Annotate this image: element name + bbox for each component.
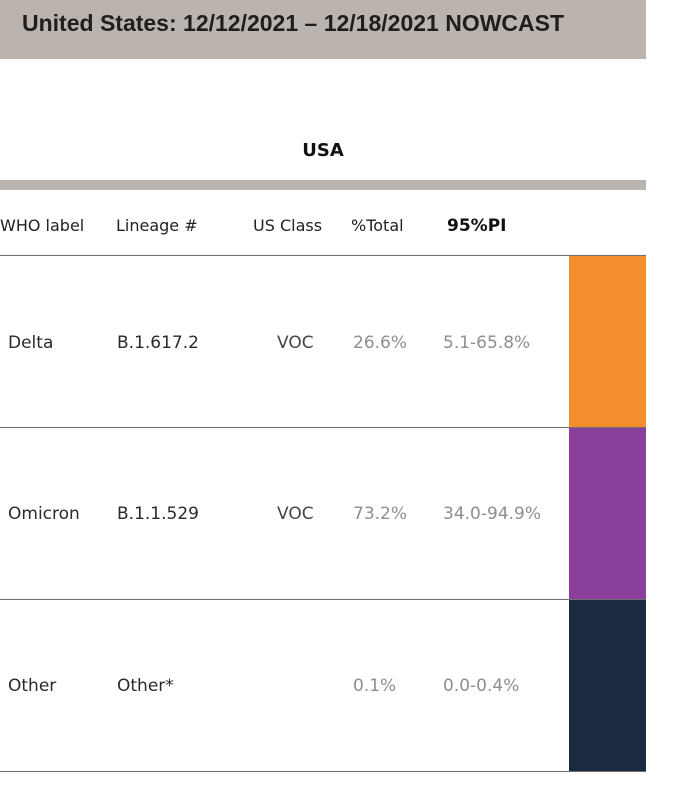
column-header-who-label: WHO label: [0, 216, 85, 235]
cell-lineage: Other*: [117, 676, 174, 696]
region-divider-bar: [0, 180, 646, 190]
cell-95pi: 34.0-94.9%: [443, 504, 541, 524]
delta-color-swatch: [569, 256, 646, 427]
chart-title: United States: 12/12/2021 – 12/18/2021 N…: [22, 10, 565, 36]
cell-who-label: Other: [8, 676, 57, 696]
cell-who-label: Omicron: [8, 504, 80, 524]
cell-lineage: B.1.617.2: [117, 333, 199, 353]
column-header-us-class: US Class: [253, 216, 323, 235]
row-divider-line: [0, 427, 646, 428]
column-header-95pi: 95%PI: [447, 216, 507, 236]
cell-lineage: B.1.1.529: [117, 504, 199, 524]
omicron-color-swatch: [569, 428, 646, 599]
table-bottom-line: [0, 771, 646, 772]
column-header-pct-total: %Total: [351, 216, 404, 235]
header-divider-line: [0, 255, 646, 256]
column-header-lineage: Lineage #: [116, 216, 198, 235]
other-color-swatch: [569, 600, 646, 771]
cell-95pi: 0.0-0.4%: [443, 676, 520, 696]
title-banner: United States: 12/12/2021 – 12/18/2021 N…: [0, 0, 646, 59]
cell-pct-total: 26.6%: [353, 333, 408, 353]
cell-who-label: Delta: [8, 333, 54, 353]
cell-pct-total: 73.2%: [353, 504, 408, 524]
row-divider-line: [0, 599, 646, 600]
cell-us-class: VOC: [277, 504, 314, 524]
cell-95pi: 5.1-65.8%: [443, 333, 531, 353]
cell-pct-total: 0.1%: [353, 676, 397, 696]
cell-us-class: VOC: [277, 333, 314, 353]
region-label: USA: [302, 140, 344, 161]
